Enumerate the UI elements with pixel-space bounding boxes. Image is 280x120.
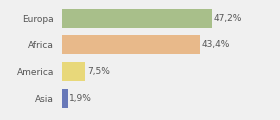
Text: 43,4%: 43,4% [202, 40, 230, 49]
Text: 1,9%: 1,9% [69, 94, 92, 103]
Bar [62, 35, 200, 54]
Bar [62, 89, 68, 108]
Bar [62, 62, 85, 81]
Bar [62, 9, 212, 28]
Text: 7,5%: 7,5% [87, 67, 110, 76]
Text: 47,2%: 47,2% [214, 14, 242, 23]
